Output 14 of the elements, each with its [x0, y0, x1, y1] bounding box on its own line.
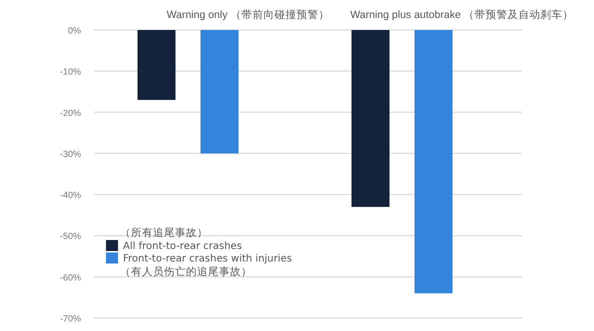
x-tick-label: Warning plus autobrake （带预警及自动刹车）: [350, 8, 574, 21]
x-tick-label: Warning only （带前向碰撞预警）: [166, 8, 330, 21]
y-tick-label: -30%: [60, 148, 81, 159]
y-tick-label: -20%: [60, 108, 81, 118]
legend-label: Front-to-rear crashes with injuries: [123, 254, 292, 264]
y-tick-label: -60%: [60, 272, 81, 282]
y-tick-label: -50%: [60, 231, 81, 242]
y-tick-label: -70%: [60, 314, 81, 324]
legend-label: All front-to-rear crashes: [123, 241, 242, 252]
y-tick-label: -10%: [60, 66, 81, 77]
y-tick-label: -40%: [60, 190, 81, 200]
annotation: （所有追尾事故）: [120, 226, 208, 239]
annotation: （有人员伤亡的追尾事故）: [120, 265, 252, 278]
y-tick-label: 0%: [68, 26, 81, 36]
